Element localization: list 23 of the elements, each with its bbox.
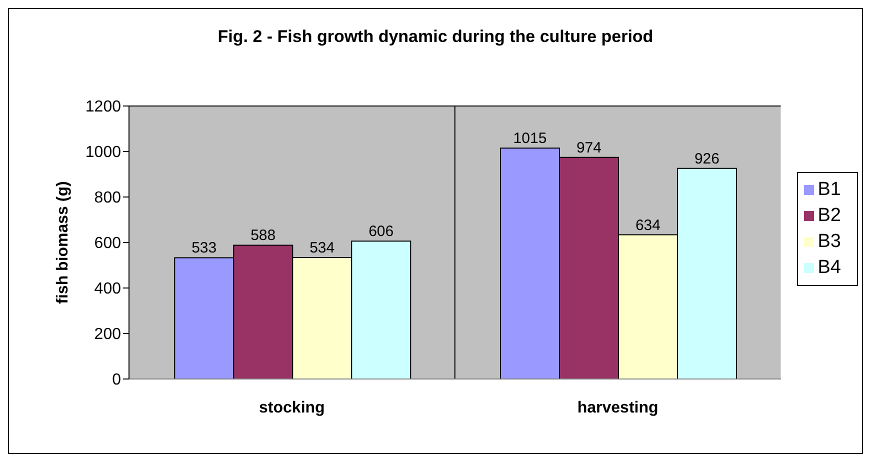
data-label: 926	[694, 150, 720, 168]
legend-label: B4	[818, 257, 841, 278]
x-tick-label: harvesting	[577, 399, 658, 416]
legend-label: B2	[818, 205, 841, 226]
data-label: 534	[310, 240, 335, 257]
y-tick-label: 400	[94, 280, 122, 298]
chart-title: Fig. 2 - Fish growth dynamic during the culture period	[216, 27, 654, 47]
y-tick-label: 0	[112, 372, 122, 389]
data-label: 588	[250, 227, 276, 244]
data-label: 974	[576, 139, 602, 156]
data-label: 533	[192, 240, 217, 257]
y-tick-label: 800	[94, 190, 122, 207]
y-tick-label: 200	[94, 326, 122, 344]
y-tick-label: 600	[94, 235, 122, 252]
y-axis-title: fish biomass (g)	[54, 181, 72, 304]
data-label: 606	[368, 223, 394, 240]
y-tick-label: 1200	[85, 98, 122, 116]
x-tick-label: stocking	[259, 399, 325, 416]
legend-label: B1	[818, 179, 841, 200]
data-label: 634	[635, 216, 661, 234]
y-tick-label: 1000	[85, 144, 122, 162]
legend-label: B3	[818, 231, 841, 252]
data-label: 1015	[513, 130, 547, 148]
